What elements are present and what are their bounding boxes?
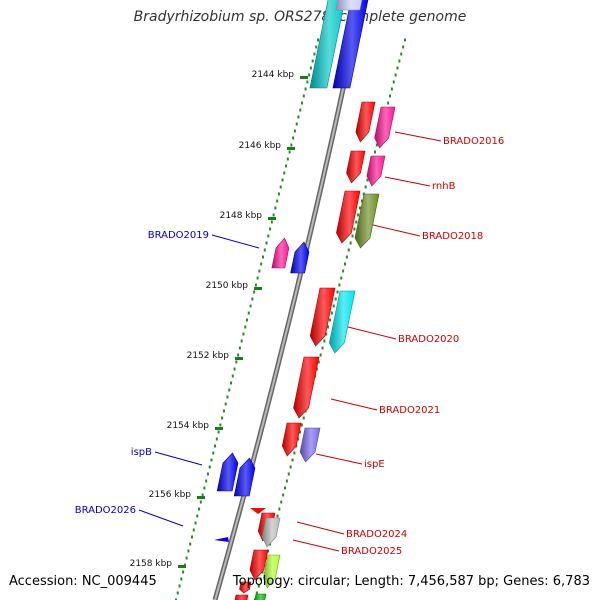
- gene-label-leader: [315, 453, 363, 465]
- gene-arrow: [335, 0, 363, 11]
- genes-layer: [214, 0, 396, 600]
- gene-arrow: [262, 554, 281, 589]
- kbp-tick-mark: [287, 147, 295, 150]
- gene-arrow: [346, 150, 366, 184]
- kbp-ticks-layer: 2144 kbp 2146 kbp 2148 kbp 2150 kbp 2152 kbp…: [130, 70, 308, 569]
- gene-labels-layer: BRADO2016 rnhB BRADO2018 BRADO2019 BRADO2020…: [75, 131, 504, 557]
- gene-arrow: [290, 241, 310, 274]
- gene-arrow: [309, 287, 336, 347]
- gene-label[interactable]: ispE: [364, 459, 385, 470]
- gene-arrow: [214, 537, 229, 542]
- kbp-tick-label: 2158 kbp: [130, 559, 173, 569]
- gene-label[interactable]: BRADO2025: [341, 546, 402, 557]
- gene-label[interactable]: ispB: [131, 447, 152, 458]
- kbp-tick-mark: [300, 76, 308, 79]
- kbp-tick-mark: [254, 287, 262, 290]
- gene-arrow: [354, 193, 380, 249]
- gene-label[interactable]: rnhB: [432, 181, 456, 192]
- gene-label[interactable]: BRADO2019: [148, 230, 209, 241]
- gene-label-leader: [138, 509, 184, 527]
- kbp-tick-mark: [178, 565, 186, 568]
- gene-label-leader: [330, 398, 378, 411]
- kbp-tick-mark: [215, 427, 223, 430]
- kbp-tick-label: 2144 kbp: [252, 70, 295, 80]
- kbp-tick-mark: [197, 496, 205, 499]
- gene-arrow: [299, 427, 321, 463]
- gene-arrow: [329, 290, 356, 354]
- gene-label-leader: [372, 224, 421, 237]
- gene-arrow: [336, 190, 361, 244]
- page-title: Bradyrhizobium sp. ORS278, complete geno…: [133, 9, 467, 25]
- kbp-tick-mark: [268, 217, 276, 220]
- gene-label[interactable]: BRADO2024: [346, 529, 407, 540]
- gene-label-leader: [394, 131, 442, 142]
- gene-arrow: [216, 452, 239, 492]
- gene-arrow: [254, 593, 267, 600]
- gene-label-leader: [211, 234, 260, 249]
- gene-label[interactable]: BRADO2021: [379, 405, 440, 416]
- gene-label[interactable]: BRADO2026: [75, 505, 136, 516]
- gene-label-leader: [154, 451, 203, 466]
- gene-arrow: [366, 155, 386, 187]
- topology-text: Topology: circular; Length: 7,456,587 bp…: [232, 574, 590, 589]
- accession-text: Accession: NC_009445: [9, 574, 157, 589]
- gene-label[interactable]: BRADO2020: [398, 334, 459, 345]
- kbp-tick-mark: [235, 357, 243, 360]
- gene-arrow: [271, 237, 290, 269]
- kbp-tick-label: 2154 kbp: [167, 421, 210, 431]
- gene-arrow: [309, 0, 346, 89]
- tick-dots-layer: [175, 38, 406, 600]
- gene-arrow: [239, 581, 252, 594]
- gene-label-leader: [384, 176, 431, 187]
- gene-label-leader: [292, 539, 340, 552]
- gene-label-leader: [296, 521, 345, 535]
- gene-arrow: [332, 0, 369, 89]
- gene-label[interactable]: BRADO2016: [443, 136, 504, 147]
- gene-arrow: [261, 517, 281, 548]
- kbp-tick-label: 2150 kbp: [206, 281, 249, 291]
- gene-label-leader: [347, 326, 397, 340]
- gene-arrow: [374, 106, 396, 149]
- gene-arrow: [249, 549, 269, 581]
- gene-arrow: [233, 457, 256, 497]
- kbp-tick-label: 2152 kbp: [187, 351, 230, 361]
- gene-arrow: [281, 422, 302, 457]
- gene-arrow: [355, 101, 376, 143]
- gene-arrow: [250, 508, 266, 514]
- gene-label[interactable]: BRADO2018: [422, 231, 483, 242]
- kbp-tick-label: 2156 kbp: [149, 490, 192, 500]
- gene-arrow: [293, 356, 320, 419]
- kbp-tick-label: 2146 kbp: [239, 141, 282, 151]
- kbp-tick-label: 2148 kbp: [220, 211, 263, 221]
- gene-arrow: [234, 594, 249, 600]
